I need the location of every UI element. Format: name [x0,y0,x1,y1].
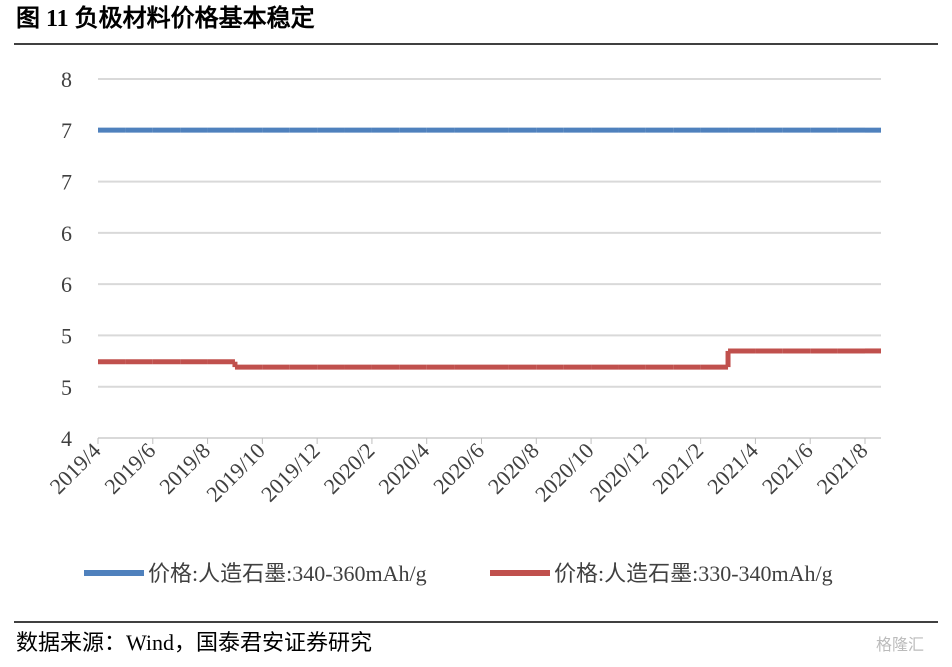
x-tick-label: 2020/4 [373,438,434,499]
y-tick-label: 7 [61,170,72,195]
x-tick-label: 2020/6 [428,438,489,499]
y-tick-label: 5 [61,323,72,348]
x-tick-label: 2019/10 [201,438,270,507]
y-tick-label: 6 [61,272,72,297]
x-tick-label: 2021/6 [757,438,818,499]
y-tick-label: 6 [61,221,72,246]
y-tick-label: 8 [61,67,72,92]
y-tick-label: 4 [61,426,72,451]
x-tick-label: 2020/12 [585,438,654,507]
x-tick-label: 2021/4 [702,438,763,499]
x-tick-label: 2019/6 [99,438,160,499]
y-tick-label: 5 [61,375,72,400]
watermark: 格隆汇 [876,636,924,654]
x-tick-label: 2019/12 [256,438,325,507]
legend-label: 价格:人造石墨:340-360mAh/g [148,561,427,586]
x-tick-label: 2020/2 [319,438,380,499]
x-tick-label: 2020/10 [530,438,599,507]
x-tick-label: 2019/4 [45,438,106,499]
y-tick-label: 7 [61,118,72,143]
legend-label: 价格:人造石墨:330-340mAh/g [554,561,833,586]
x-tick-label: 2021/8 [812,438,873,499]
chart-title: 图 11 负极材料价格基本稳定 [16,4,315,32]
source: 数据来源：Wind，国泰君安证券研究 [16,630,372,655]
x-tick-label: 2021/2 [647,438,708,499]
